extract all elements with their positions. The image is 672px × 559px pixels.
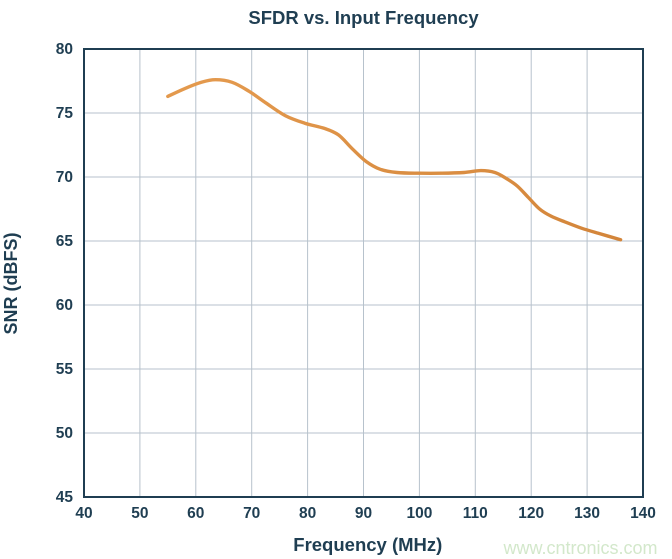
svg-text:80: 80 <box>299 505 316 522</box>
svg-text:SNR (dBFS): SNR (dBFS) <box>1 233 21 335</box>
svg-text:90: 90 <box>355 505 372 522</box>
svg-text:Frequency (MHz): Frequency (MHz) <box>293 534 442 555</box>
svg-text:100: 100 <box>406 505 432 522</box>
svg-text:65: 65 <box>56 233 74 250</box>
svg-text:140: 140 <box>630 505 656 522</box>
svg-text:60: 60 <box>187 505 204 522</box>
svg-text:110: 110 <box>463 505 488 522</box>
svg-text:45: 45 <box>56 489 74 506</box>
svg-text:40: 40 <box>75 505 92 522</box>
svg-text:55: 55 <box>56 361 74 378</box>
svg-text:130: 130 <box>574 505 600 522</box>
svg-text:70: 70 <box>56 169 73 186</box>
svg-text:50: 50 <box>56 425 73 442</box>
svg-text:70: 70 <box>243 505 260 522</box>
svg-text:75: 75 <box>56 105 74 122</box>
svg-text:50: 50 <box>131 505 148 522</box>
svg-text:120: 120 <box>518 505 544 522</box>
svg-text:www.cntronics.com: www.cntronics.com <box>502 538 657 558</box>
svg-text:80: 80 <box>56 41 73 58</box>
svg-text:60: 60 <box>56 297 73 314</box>
svg-text:SFDR vs. Input Frequency: SFDR vs. Input Frequency <box>248 7 479 28</box>
